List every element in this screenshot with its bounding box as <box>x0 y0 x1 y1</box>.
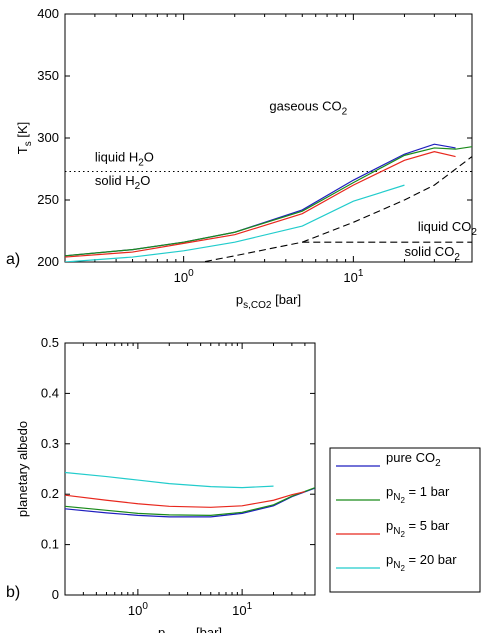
legend-entry: pure CO2 <box>386 450 441 469</box>
y-tick-label: 0 <box>52 587 59 602</box>
region-label: gaseous CO2 <box>269 99 347 118</box>
series-line-pn2_5 <box>65 151 456 258</box>
x-axis-label: ps,CO2 [bar] <box>158 625 222 633</box>
x-tick-label: 100 <box>128 601 148 618</box>
x-tick-label: 101 <box>232 601 252 618</box>
series-line-pn2_20 <box>65 184 405 262</box>
region-label: solid H2O <box>95 173 150 192</box>
x-tick-label: 100 <box>174 268 194 285</box>
legend-entry: pN2 = 20 bar <box>386 552 457 573</box>
series-line-pn2_1 <box>65 487 315 516</box>
legend-entry: pN2 = 5 bar <box>386 518 450 539</box>
x-axis-label: ps,CO2 [bar] <box>236 292 301 311</box>
y-tick-label: 250 <box>37 192 59 207</box>
panel-label: b) <box>6 584 20 601</box>
y-tick-label: 400 <box>37 6 59 21</box>
x-tick-label: 101 <box>343 268 363 285</box>
series-line-pn2_20 <box>65 471 274 489</box>
y-axis-label: planetary albedo <box>15 421 30 517</box>
region-label: solid CO2 <box>404 244 460 263</box>
series-line-pure_co2 <box>65 487 315 518</box>
series-line-pn2_1 <box>65 146 472 257</box>
y-tick-label: 350 <box>37 68 59 83</box>
y-tick-label: 0.2 <box>41 486 59 501</box>
legend-entry: pN2 = 1 bar <box>386 484 450 505</box>
region-label: liquid CO2 <box>418 219 477 238</box>
y-tick-label: 0.5 <box>41 335 59 350</box>
series-line-pn2_5 <box>65 491 306 508</box>
y-tick-label: 0.1 <box>41 537 59 552</box>
y-axis-label: Ts [K] <box>15 122 34 154</box>
region-label: liquid H2O <box>95 150 154 169</box>
y-tick-label: 0.3 <box>41 436 59 451</box>
y-tick-label: 200 <box>37 254 59 269</box>
y-tick-label: 0.4 <box>41 385 59 400</box>
axes-frame <box>64 342 316 596</box>
panel-label: a) <box>6 251 20 268</box>
y-tick-label: 300 <box>37 130 59 145</box>
